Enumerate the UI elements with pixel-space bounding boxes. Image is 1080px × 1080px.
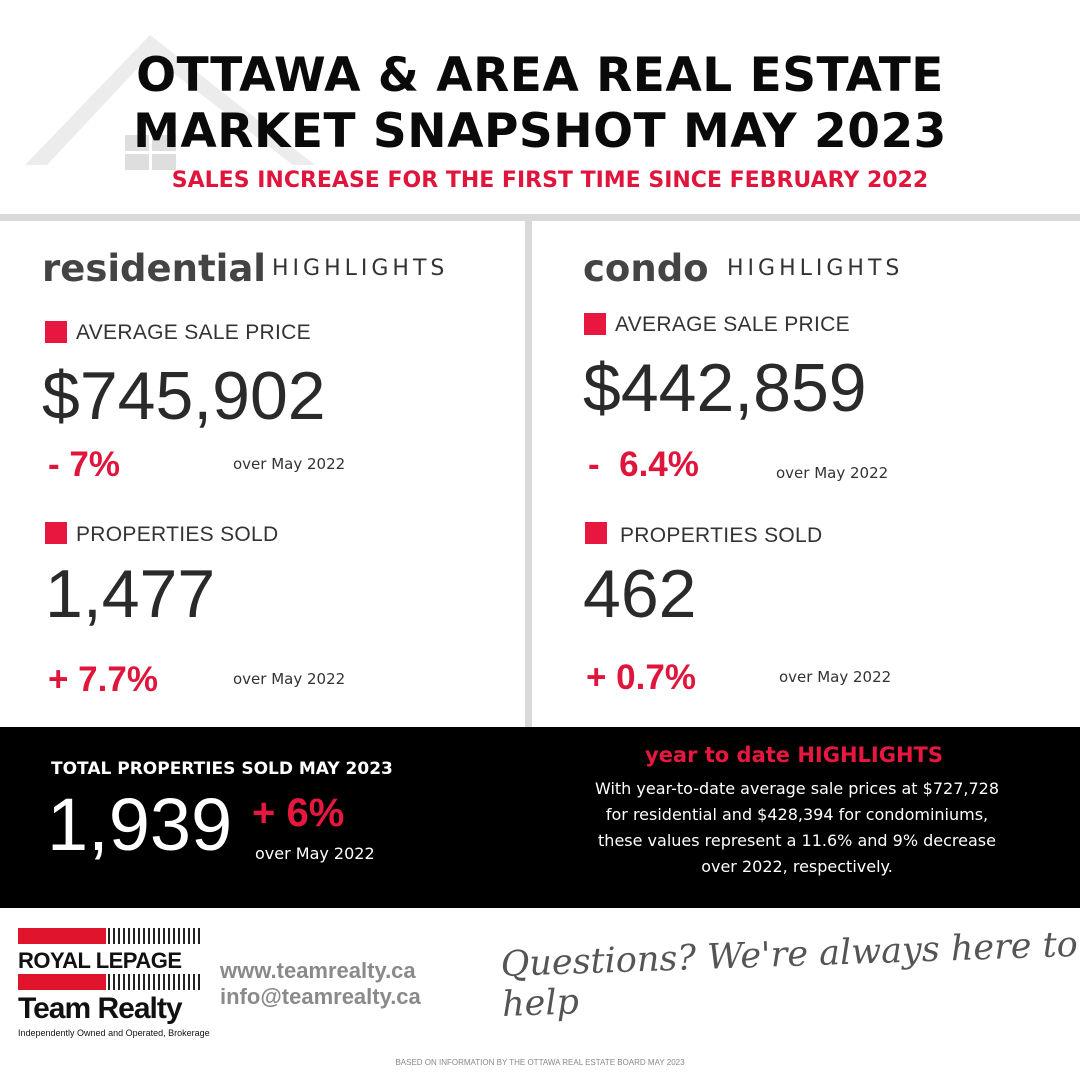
vertical-divider	[525, 221, 532, 727]
logo-red-bar-2	[18, 974, 106, 990]
residential-avg-value: $745,902	[42, 358, 326, 434]
logo-red-bar	[18, 928, 106, 944]
condo-avg-bullet-icon	[584, 313, 606, 335]
royal-lepage-logo: ROYAL LEPAGE Team Realty Independently O…	[18, 928, 210, 1040]
residential-highlights-label: HIGHLIGHTS	[272, 256, 449, 281]
website-link[interactable]: www.teamrealty.ca	[220, 958, 416, 983]
condo-sold-label: PROPERTIES SOLD	[620, 524, 823, 547]
logo-team-text: Team Realty	[18, 992, 183, 1025]
ytd-line-1: With year-to-date average sale prices at…	[594, 779, 999, 798]
ytd-line-2: for residential and $428,394 for condomi…	[605, 805, 989, 824]
residential-avg-label: AVERAGE SALE PRICE	[76, 321, 311, 344]
summary-band	[0, 727, 1080, 908]
email-link[interactable]: info@teamrealty.ca	[220, 984, 421, 1009]
condo-sold-over: over May 2022	[779, 668, 892, 686]
condo-avg-label: AVERAGE SALE PRICE	[615, 313, 850, 336]
title-line-2: MARKET SNAPSHOT MAY 2023	[133, 104, 947, 159]
total-sold-title: TOTAL PROPERTIES SOLD MAY 2023	[51, 759, 393, 779]
residential-heading: residential	[42, 247, 266, 290]
logo-tagline: Independently Owned and Operated, Broker…	[18, 1028, 210, 1038]
page-subtitle: SALES INCREASE FOR THE FIRST TIME SINCE …	[171, 168, 929, 193]
residential-sold-label: PROPERTIES SOLD	[76, 523, 279, 546]
condo-sold-value: 462	[583, 556, 697, 632]
horizontal-divider	[0, 214, 1080, 221]
residential-avg-over: over May 2022	[233, 455, 346, 473]
ytd-line-3: these values represent a 11.6% and 9% de…	[598, 831, 996, 850]
ytd-body: With year-to-date average sale prices at…	[567, 776, 1027, 880]
condo-sold-bullet-icon	[585, 522, 607, 544]
total-sold-over: over May 2022	[255, 844, 375, 863]
condo-avg-over: over May 2022	[776, 464, 889, 482]
residential-avg-change: - 7%	[48, 445, 120, 484]
condo-avg-value: $442,859	[583, 350, 867, 426]
logo-stripes-2	[108, 974, 202, 990]
condo-sold-change: + 0.7%	[586, 658, 696, 697]
source-note: BASED ON INFORMATION BY THE OTTAWA REAL …	[395, 1058, 685, 1067]
page-title: OTTAWA & AREA REAL ESTATE MARKET SNAPSHO…	[0, 48, 1080, 160]
residential-avg-bullet-icon	[45, 321, 67, 343]
logo-stripes	[108, 928, 202, 944]
condo-highlights-label: HIGHLIGHTS	[727, 256, 904, 281]
house-watermark-icon	[25, 35, 315, 170]
residential-sold-over: over May 2022	[233, 670, 346, 688]
residential-sold-change: + 7.7%	[48, 660, 158, 699]
condo-avg-change: - 6.4%	[588, 445, 699, 484]
ytd-title: year to date HIGHLIGHTS	[645, 743, 943, 767]
ytd-line-4: over 2022, respectively.	[701, 857, 893, 876]
residential-sold-value: 1,477	[45, 556, 216, 632]
total-sold-value: 1,939	[47, 783, 233, 866]
questions-tagline: Questions? We're always here to help	[500, 924, 1079, 1025]
condo-heading: condo	[583, 247, 709, 290]
title-line-1: OTTAWA & AREA REAL ESTATE	[136, 48, 944, 103]
total-sold-change: + 6%	[252, 791, 345, 835]
residential-sold-bullet-icon	[45, 522, 67, 544]
logo-brand-text: ROYAL LEPAGE	[18, 948, 182, 973]
contact-info: www.teamrealty.ca info@teamrealty.ca	[220, 958, 421, 1010]
